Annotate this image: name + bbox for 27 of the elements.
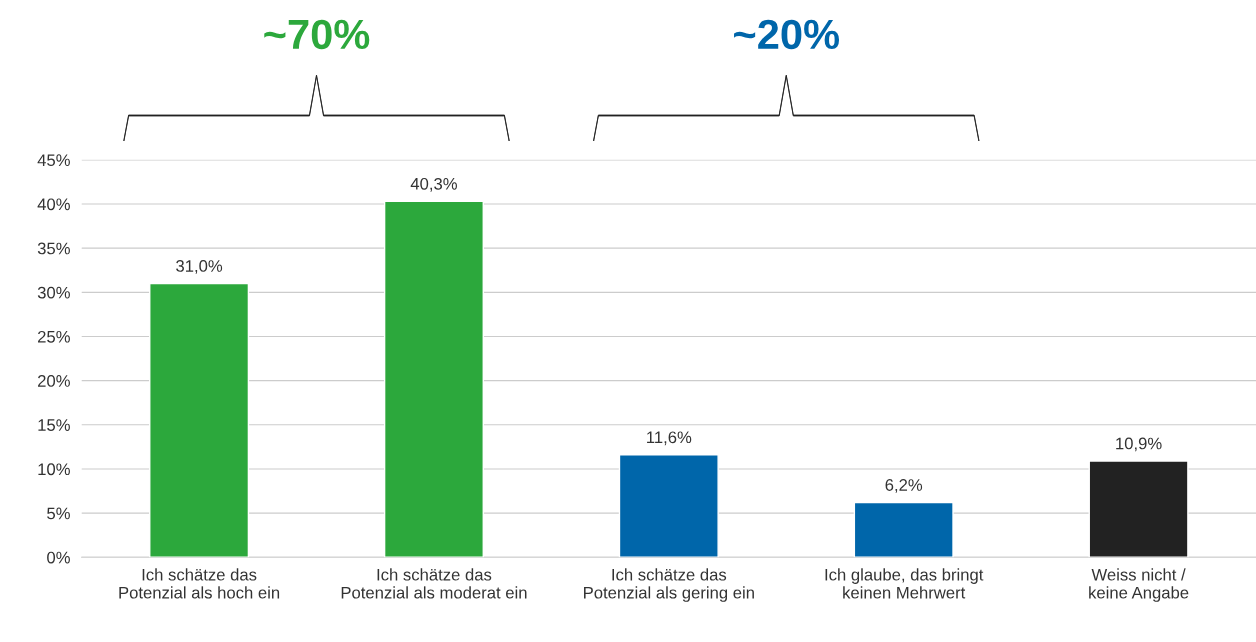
bar [1088, 460, 1189, 558]
data-label: 6,2% [885, 479, 923, 493]
y-tick-label: 20% [38, 375, 70, 387]
x-tick-label: Ich schätze das Potenzial als moderat ein [341, 568, 527, 599]
y-tick-label: 25% [38, 330, 70, 343]
data-label: 40,3% [410, 177, 457, 192]
x-tick-label: Ich schätze das Potenzial als hoch ein [119, 568, 280, 599]
y-tick-label: 40% [37, 198, 70, 211]
x-tick-label: Ich schätze das Potenzial als gering ein [584, 568, 754, 602]
bar [618, 454, 719, 558]
y-tick-label: 0% [47, 551, 70, 564]
y-tick-label: 10% [38, 463, 70, 476]
data-label: 31,0% [176, 260, 223, 274]
y-tick-label: 30% [37, 286, 70, 299]
text: ~20% [734, 19, 840, 50]
bar [853, 501, 954, 558]
y-tick-label: 5% [47, 507, 70, 520]
y-tick-label: 45% [37, 154, 70, 167]
text: ~70% [264, 19, 370, 50]
x-tick-label: Weiss nicht / keine Angabe [1089, 568, 1189, 602]
bar [383, 200, 484, 558]
data-label: 11,6% [647, 431, 692, 446]
data-label: 10,9% [1116, 437, 1162, 452]
x-tick-label: Ich glaube, das bringt keinen Mehrwert [825, 568, 984, 599]
y-tick-label: 15% [38, 419, 70, 431]
y-tick-label: 35% [37, 242, 70, 255]
bar [149, 282, 250, 558]
